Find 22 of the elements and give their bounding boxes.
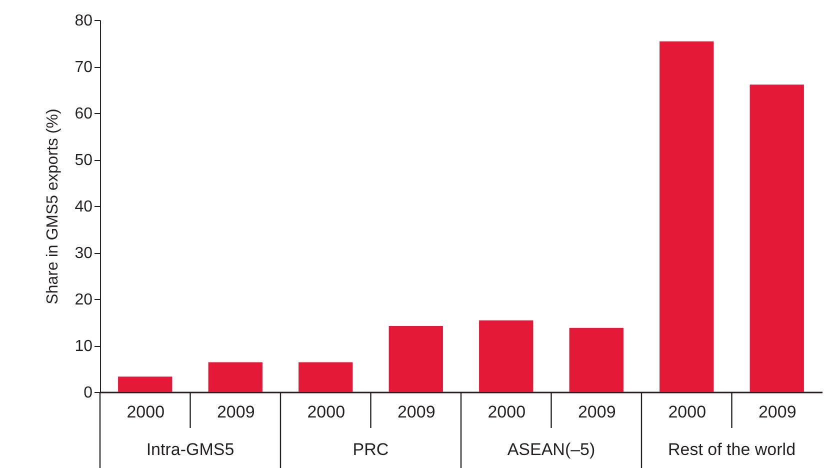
x-tick-label: 2000: [126, 402, 165, 422]
text: PRC: [352, 440, 389, 459]
y-tick-label: 60: [74, 106, 93, 122]
y-tick-label: 10: [74, 338, 93, 355]
text: Intra-GMS5: [146, 440, 234, 459]
text: Rest of the world: [668, 440, 796, 459]
y-tick-label: 0: [84, 384, 93, 402]
x-tick-label: 2009: [758, 402, 796, 422]
x-tick-label: 2009: [397, 402, 436, 422]
y-tick-label: 80: [74, 12, 93, 30]
y-tick-label: 40: [74, 198, 93, 216]
x-tick-label: 2000: [307, 402, 346, 422]
y-tick-label: 50: [74, 152, 93, 169]
x-tick-label: 2000: [488, 402, 526, 422]
y-axis-title: Share in GMS5 exports (%): [44, 108, 62, 304]
x-tick-label: 2000: [668, 402, 706, 422]
x-tick-label: 2009: [216, 402, 255, 422]
y-tick-label: 30: [74, 245, 93, 262]
text: ASEAN(–5): [507, 440, 596, 459]
x-tick-label: 2009: [578, 402, 616, 422]
y-tick-label: 70: [74, 59, 93, 76]
y-tick-label: 20: [74, 292, 93, 308]
